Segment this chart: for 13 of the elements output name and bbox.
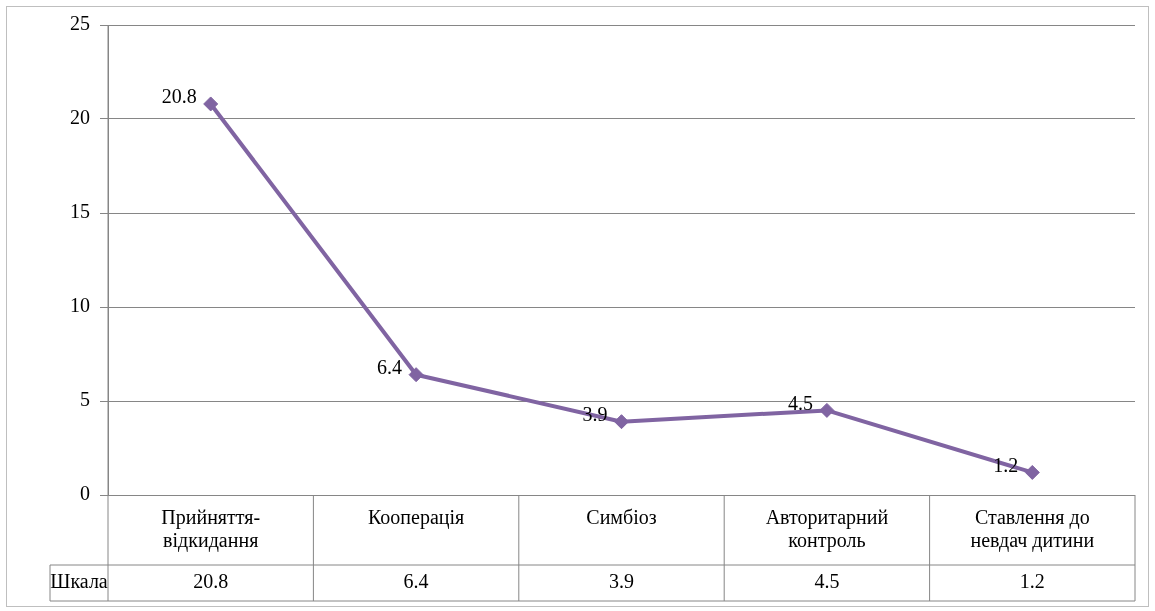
point [819, 402, 835, 418]
point [614, 414, 629, 430]
y-tick-label: 5 [80, 388, 90, 411]
y-tick-label: 15 [70, 200, 90, 223]
point [1024, 464, 1040, 480]
y-tick-label: 10 [70, 294, 90, 317]
y-tick-label: 25 [70, 12, 90, 35]
point [203, 96, 219, 112]
data-label: 4.5 [787, 391, 813, 414]
data-label: 6.4 [377, 355, 403, 378]
point [408, 367, 424, 383]
y-tick-label: 20 [70, 106, 90, 129]
data-label: 20.8 [161, 85, 197, 108]
